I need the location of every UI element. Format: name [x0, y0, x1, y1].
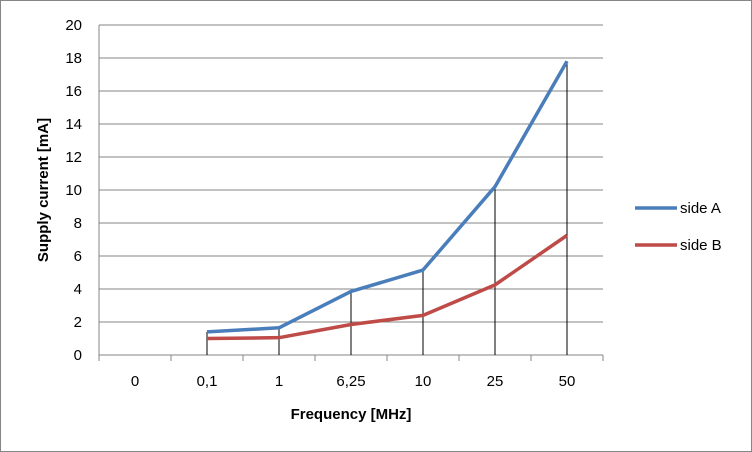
- x-tick-label: 25: [487, 373, 504, 390]
- y-tick-label: 20: [65, 17, 82, 34]
- x-tick-label: 0,1: [197, 373, 218, 390]
- y-tick-label: 14: [65, 116, 82, 133]
- y-axis-label: Supply current [mA]: [35, 118, 52, 262]
- legend-label: side B: [680, 237, 722, 254]
- y-tick-label: 18: [65, 50, 82, 67]
- legend-label: side A: [680, 200, 721, 217]
- x-tick-label: 10: [415, 373, 432, 390]
- y-tick-label: 8: [74, 215, 82, 232]
- y-tick-label: 6: [74, 248, 82, 265]
- y-tick-label: 4: [74, 281, 82, 298]
- x-axis-label: Frequency [MHz]: [291, 406, 412, 423]
- y-tick-label: 16: [65, 83, 82, 100]
- series-line-side-a: [206, 60, 569, 334]
- x-tick-label: 1: [275, 373, 283, 390]
- legend: side A side B: [635, 200, 722, 254]
- x-tick-label: 0: [131, 373, 139, 390]
- y-tick-label: 12: [65, 149, 82, 166]
- x-tick-label: 6,25: [336, 373, 365, 390]
- y-tick-label: 10: [65, 182, 82, 199]
- y-tick-label: 2: [74, 314, 82, 331]
- x-tick-label: 50: [559, 373, 576, 390]
- series-line-side-b: [206, 233, 568, 341]
- y-tick-label: 0: [74, 347, 82, 364]
